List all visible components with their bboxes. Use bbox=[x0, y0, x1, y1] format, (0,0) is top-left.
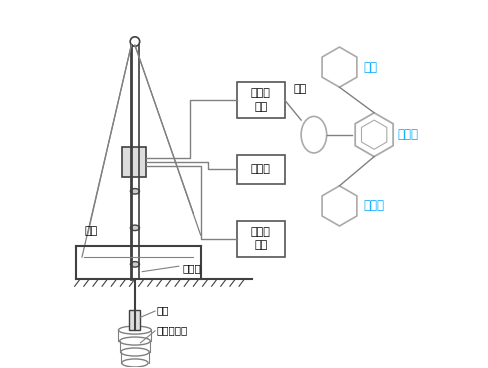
Text: 喷头: 喷头 bbox=[157, 305, 169, 315]
Text: 浆桶: 浆桶 bbox=[293, 84, 306, 94]
Text: 空压机: 空压机 bbox=[250, 164, 270, 174]
Ellipse shape bbox=[130, 225, 139, 231]
Bar bbox=[122, 148, 145, 177]
Bar bbox=[237, 155, 284, 184]
Text: 水泥仓: 水泥仓 bbox=[363, 199, 384, 212]
Text: 注浆管: 注浆管 bbox=[182, 263, 201, 273]
Bar bbox=[237, 220, 284, 257]
Text: 高压清
水泵: 高压清 水泵 bbox=[250, 227, 270, 250]
Text: 搅拌机: 搅拌机 bbox=[397, 128, 418, 141]
Bar bbox=[237, 82, 284, 118]
Ellipse shape bbox=[130, 188, 139, 194]
Text: 旋喷固结体: 旋喷固结体 bbox=[157, 325, 188, 335]
Text: 高压泥
浆泵: 高压泥 浆泵 bbox=[250, 88, 270, 112]
Bar bbox=[129, 310, 140, 330]
Text: 钻机: 钻机 bbox=[84, 226, 98, 237]
Text: 水箱: 水箱 bbox=[363, 61, 376, 74]
Ellipse shape bbox=[130, 262, 139, 267]
